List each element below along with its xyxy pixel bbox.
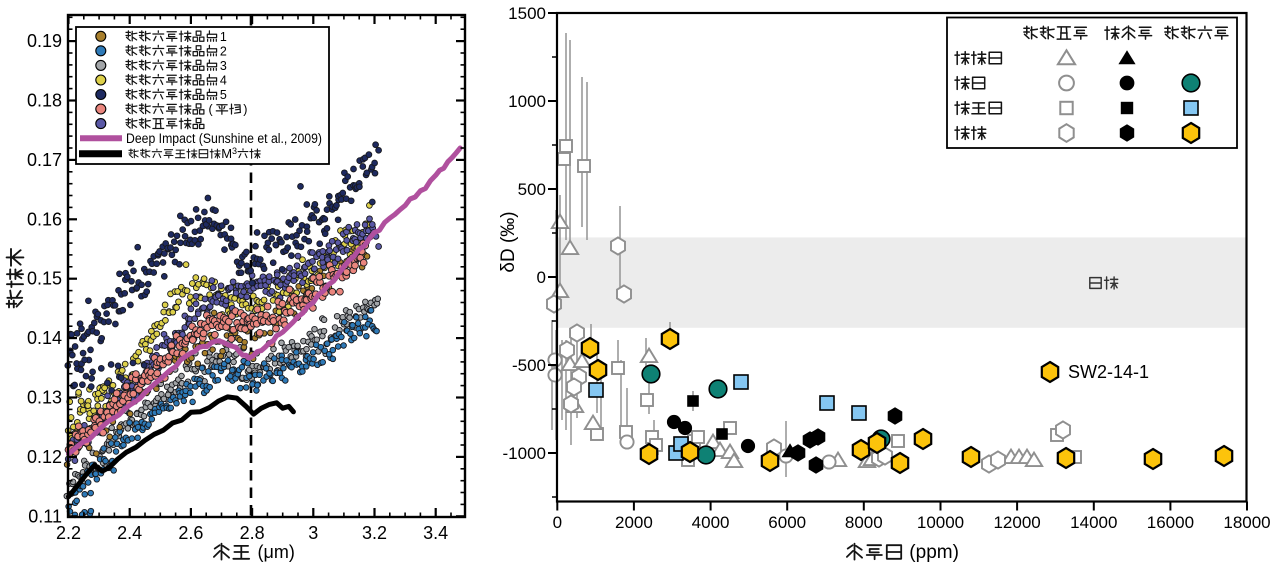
svg-text:0.14: 0.14 xyxy=(27,328,62,348)
svg-text:0.13: 0.13 xyxy=(27,388,62,408)
svg-text:2.6: 2.6 xyxy=(178,523,203,543)
svg-text:2.4: 2.4 xyxy=(117,523,142,543)
svg-text:-1000: -1000 xyxy=(503,444,546,463)
svg-text:2: 2 xyxy=(220,44,227,58)
svg-text:0.15: 0.15 xyxy=(27,269,62,289)
svg-text:0.18: 0.18 xyxy=(27,91,62,111)
svg-text:δD (‰): δD (‰) xyxy=(498,211,519,272)
svg-text:(ppm): (ppm) xyxy=(909,542,959,563)
svg-text:2.2: 2.2 xyxy=(56,523,81,543)
svg-text:4: 4 xyxy=(220,74,227,88)
svg-text:10000: 10000 xyxy=(917,513,964,532)
svg-text:8000: 8000 xyxy=(845,513,883,532)
svg-text:1000: 1000 xyxy=(508,92,546,111)
svg-text:0.11: 0.11 xyxy=(28,506,62,526)
svg-text:1500: 1500 xyxy=(508,4,546,23)
svg-text:3: 3 xyxy=(220,59,227,73)
svg-text:4000: 4000 xyxy=(692,513,730,532)
svg-text:3.4: 3.4 xyxy=(423,523,448,543)
svg-text:): ) xyxy=(243,103,247,117)
svg-text:3.2: 3.2 xyxy=(362,523,387,543)
svg-text:5: 5 xyxy=(220,88,227,102)
svg-text:6000: 6000 xyxy=(768,513,806,532)
svg-text:2000: 2000 xyxy=(615,513,653,532)
svg-text:(μm): (μm) xyxy=(258,542,295,562)
svg-text:SW2-14-1: SW2-14-1 xyxy=(1068,362,1149,382)
svg-text:1: 1 xyxy=(220,30,227,44)
svg-text:0.16: 0.16 xyxy=(27,209,62,229)
svg-text:0: 0 xyxy=(537,268,546,287)
svg-text:Deep Impact (Sunshine et al.,: Deep Impact (Sunshine et al., 2009) xyxy=(126,131,322,146)
svg-text:-500: -500 xyxy=(512,356,546,375)
svg-text:14000: 14000 xyxy=(1070,513,1117,532)
svg-text:0.19: 0.19 xyxy=(27,31,62,51)
svg-text:16000: 16000 xyxy=(1147,513,1194,532)
svg-text:2.8: 2.8 xyxy=(240,523,265,543)
svg-text:3: 3 xyxy=(308,523,318,543)
svg-text:0: 0 xyxy=(553,513,562,532)
svg-text:500: 500 xyxy=(518,180,546,199)
svg-text:12000: 12000 xyxy=(993,513,1040,532)
svg-text:18000: 18000 xyxy=(1223,513,1270,532)
svg-text:0.12: 0.12 xyxy=(27,447,62,467)
svg-text:0.17: 0.17 xyxy=(27,150,62,170)
svg-text:(: ( xyxy=(209,103,214,117)
